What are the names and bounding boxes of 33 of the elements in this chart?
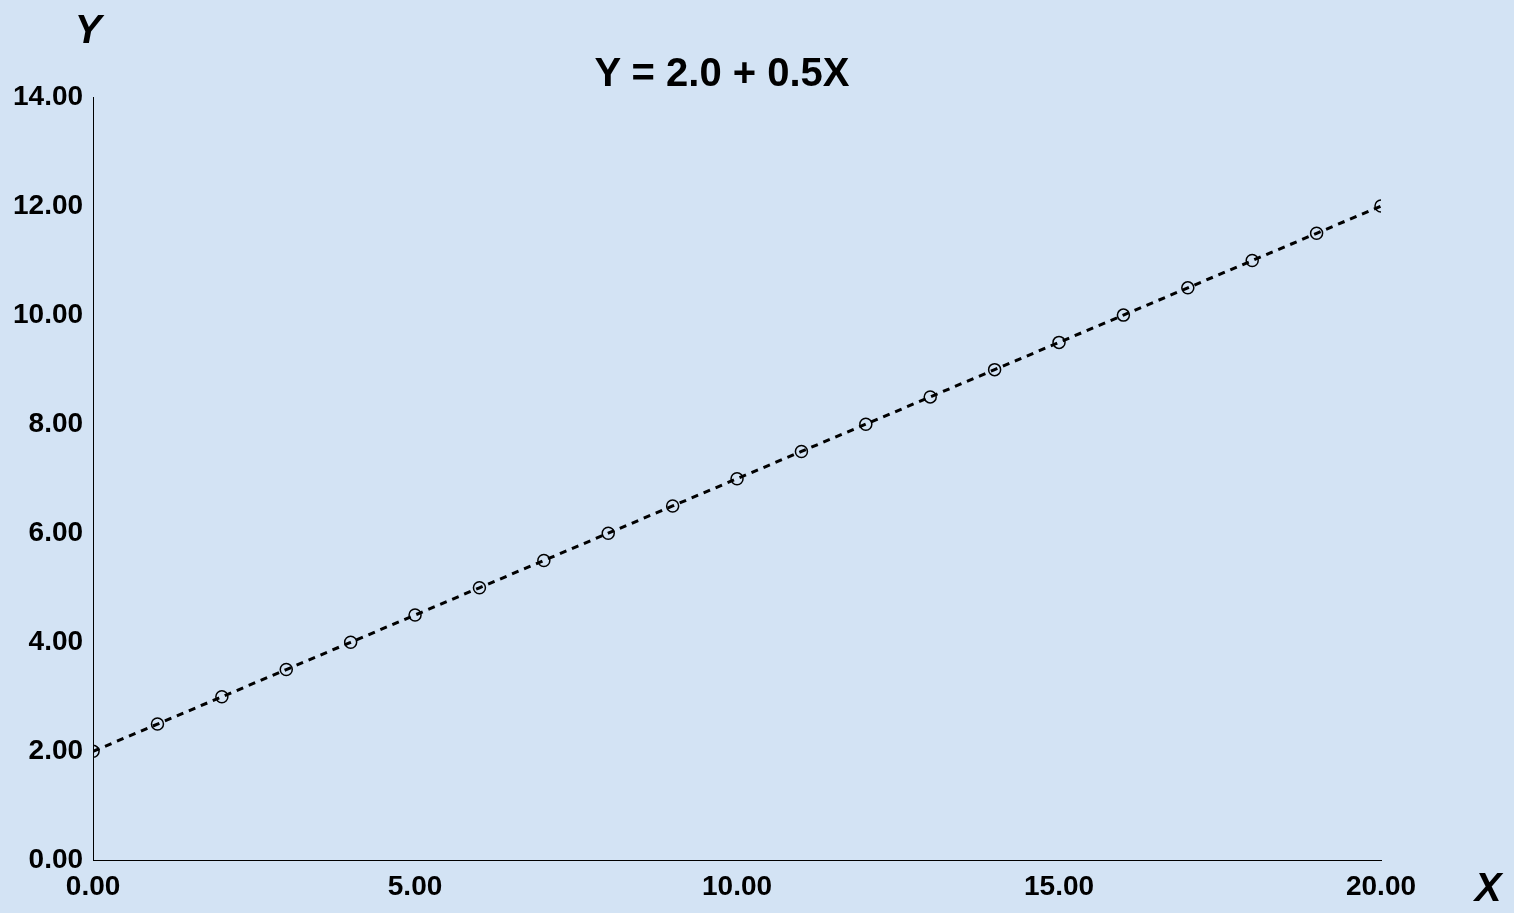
x-tick-label: 20.00 bbox=[1345, 869, 1417, 901]
y-axis-title: Y bbox=[74, 7, 105, 52]
point bbox=[923, 390, 937, 404]
y-tick-label: 4.00 bbox=[28, 625, 84, 656]
point bbox=[150, 717, 165, 731]
point bbox=[1116, 308, 1131, 322]
y-tick-label: 8.00 bbox=[28, 406, 84, 438]
point bbox=[1309, 226, 1324, 241]
y-tick-label: 6.00 bbox=[28, 515, 84, 547]
point bbox=[601, 526, 615, 540]
y-tick-label: 12.00 bbox=[12, 188, 84, 220]
x-tick-label: 10.00 bbox=[702, 869, 773, 901]
x-tick-label: 5.00 bbox=[387, 869, 443, 901]
point bbox=[408, 608, 422, 622]
point bbox=[215, 690, 229, 704]
x-axis-title: X bbox=[1472, 865, 1504, 910]
chart-title: Y = 2.0 + 0.5X bbox=[594, 50, 850, 95]
point bbox=[279, 662, 294, 677]
point bbox=[537, 553, 551, 568]
point bbox=[1245, 253, 1259, 268]
x-tick-label: 15.00 bbox=[1023, 869, 1095, 901]
point bbox=[343, 635, 358, 650]
point bbox=[987, 362, 1002, 377]
point bbox=[1052, 335, 1066, 350]
y-tick-label: 10.00 bbox=[12, 297, 84, 329]
point bbox=[1181, 281, 1195, 295]
point bbox=[730, 471, 744, 486]
point bbox=[472, 581, 487, 595]
point bbox=[794, 444, 809, 459]
y-tick-label: 2.00 bbox=[28, 734, 84, 766]
point bbox=[859, 417, 873, 431]
point bbox=[665, 499, 680, 513]
y-tick-label: 14.00 bbox=[12, 79, 84, 111]
